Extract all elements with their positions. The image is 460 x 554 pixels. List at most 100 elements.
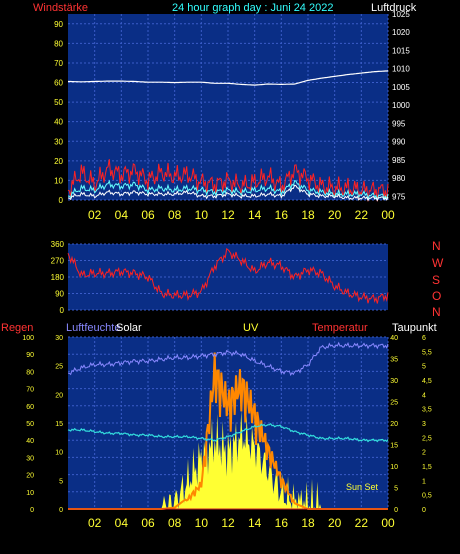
tick-label-uv: 4 [422, 392, 426, 399]
x-tick-label-bottom: 10 [195, 516, 209, 530]
tick-label-temperature: 0 [394, 507, 398, 514]
tick-label-pressure: 990 [392, 138, 406, 147]
tick-label-temperature: 40 [390, 335, 398, 342]
wind-gust-line [67, 184, 389, 202]
tick-label-uv: 4,5 [422, 378, 432, 385]
tick-label-wind: 70 [54, 59, 63, 68]
tick-label-direction: 360 [51, 240, 65, 249]
tick-label-rain: 90 [26, 352, 34, 359]
tick-label-pressure: 1000 [392, 101, 410, 110]
tick-label-humidity: 0 [59, 507, 63, 514]
tick-label-pressure: 995 [392, 119, 406, 128]
tick-label-rain: 70 [26, 387, 34, 394]
direction-letter-n-bottom: N [432, 305, 441, 319]
tick-label-pressure: 1015 [392, 46, 410, 55]
tick-label-direction: 0 [60, 306, 65, 315]
x-tick-label-bottom: 04 [115, 516, 129, 530]
direction-letter-w: W [432, 256, 444, 270]
tick-label-pressure: 1005 [392, 83, 410, 92]
x-tick-label-top: 18 [301, 208, 315, 222]
x-tick-label-top: 16 [275, 208, 289, 222]
temperature-line [67, 422, 389, 443]
x-tick-label-top: 14 [248, 208, 262, 222]
tick-label-wind: 60 [54, 79, 63, 88]
x-tick-label-bottom: 18 [301, 516, 315, 530]
tick-label-wind: 20 [54, 157, 63, 166]
luftfeuchte-label: Luftfeuchte [66, 322, 120, 334]
tick-label-uv: 3,5 [422, 407, 432, 414]
luftdruck-label: Luftdruck [371, 2, 417, 14]
x-tick-label-top: 02 [88, 208, 102, 222]
tick-label-pressure: 1020 [392, 28, 410, 37]
x-tick-label-top: 08 [168, 208, 182, 222]
x-tick-label-bottom: 06 [141, 516, 155, 530]
tick-label-uv: 1,5 [422, 464, 432, 471]
tick-label-uv: 2 [422, 450, 426, 457]
tick-label-rain: 60 [26, 404, 34, 411]
tick-label-uv: 6 [422, 335, 426, 342]
tick-label-wind: 90 [54, 20, 63, 29]
x-tick-label-bottom: 00 [381, 516, 395, 530]
tick-layer: 0102030405060708090975980985990995100010… [22, 10, 432, 530]
tick-label-uv: 5,5 [422, 349, 432, 356]
tick-label-pressure: 1010 [392, 65, 410, 74]
series-layer [67, 70, 389, 510]
tick-label-wind: 80 [54, 39, 63, 48]
pressure-line [68, 70, 389, 86]
tick-label-humidity: 25 [55, 364, 63, 371]
tick-label-rain: 10 [26, 490, 34, 497]
x-tick-label-top: 06 [141, 208, 155, 222]
x-tick-label-top: 22 [355, 208, 369, 222]
tick-label-uv: 3 [422, 421, 426, 428]
tick-label-humidity: 15 [55, 421, 63, 428]
tick-label-temperature: 30 [390, 378, 398, 385]
tick-label-rain: 50 [26, 421, 34, 428]
tick-label-rain: 30 [26, 455, 34, 462]
tick-label-wind: 10 [54, 176, 63, 185]
tick-label-uv: 1 [422, 478, 426, 485]
x-tick-label-top: 00 [381, 208, 395, 222]
tick-label-pressure: 980 [392, 174, 406, 183]
tick-label-humidity: 20 [55, 392, 63, 399]
tick-label-temperature: 25 [390, 400, 398, 407]
direction-letter-n-top: N [432, 239, 441, 253]
tick-label-humidity: 10 [55, 450, 63, 457]
tick-label-temperature: 20 [390, 421, 398, 428]
x-tick-label-top: 12 [221, 208, 235, 222]
tick-label-temperature: 5 [394, 486, 398, 493]
x-tick-label-top: 10 [195, 208, 209, 222]
x-tick-label-top: 04 [115, 208, 129, 222]
tick-label-temperature: 35 [390, 357, 398, 364]
tick-label-uv: 5 [422, 364, 426, 371]
tick-label-rain: 40 [26, 438, 34, 445]
tick-label-uv: 0,5 [422, 493, 432, 500]
tick-label-temperature: 15 [390, 443, 398, 450]
tick-label-temperature: 10 [390, 464, 398, 471]
tick-label-pressure: 1025 [392, 10, 410, 19]
humidity-line [67, 341, 389, 377]
tick-label-rain: 20 [26, 473, 34, 480]
tick-label-rain: 100 [22, 335, 34, 342]
tick-label-humidity: 5 [59, 478, 63, 485]
x-tick-label-bottom: 22 [355, 516, 369, 530]
tick-label-direction: 180 [51, 273, 65, 282]
x-tick-label-bottom: 12 [221, 516, 235, 530]
grid-layer [68, 14, 389, 510]
direction-letter-o: O [432, 289, 441, 303]
wind-average-line [68, 179, 389, 202]
solar-label: Solar [116, 322, 142, 334]
tick-label-pressure: 975 [392, 192, 406, 201]
x-tick-label-bottom: 16 [275, 516, 289, 530]
wind-direction-line [67, 247, 389, 304]
sun-set-annotation: Sun Set [346, 482, 379, 492]
regen-label: Regen [1, 322, 33, 334]
tick-label-rain: 80 [26, 369, 34, 376]
tick-label-direction: 90 [55, 290, 64, 299]
page-title: 24 hour graph day : Juni 24 2022 [172, 2, 333, 14]
tick-label-wind: 50 [54, 98, 63, 107]
tick-label-rain: 0 [30, 507, 34, 514]
tick-label-wind: 40 [54, 118, 63, 127]
tick-label-humidity: 30 [55, 335, 63, 342]
